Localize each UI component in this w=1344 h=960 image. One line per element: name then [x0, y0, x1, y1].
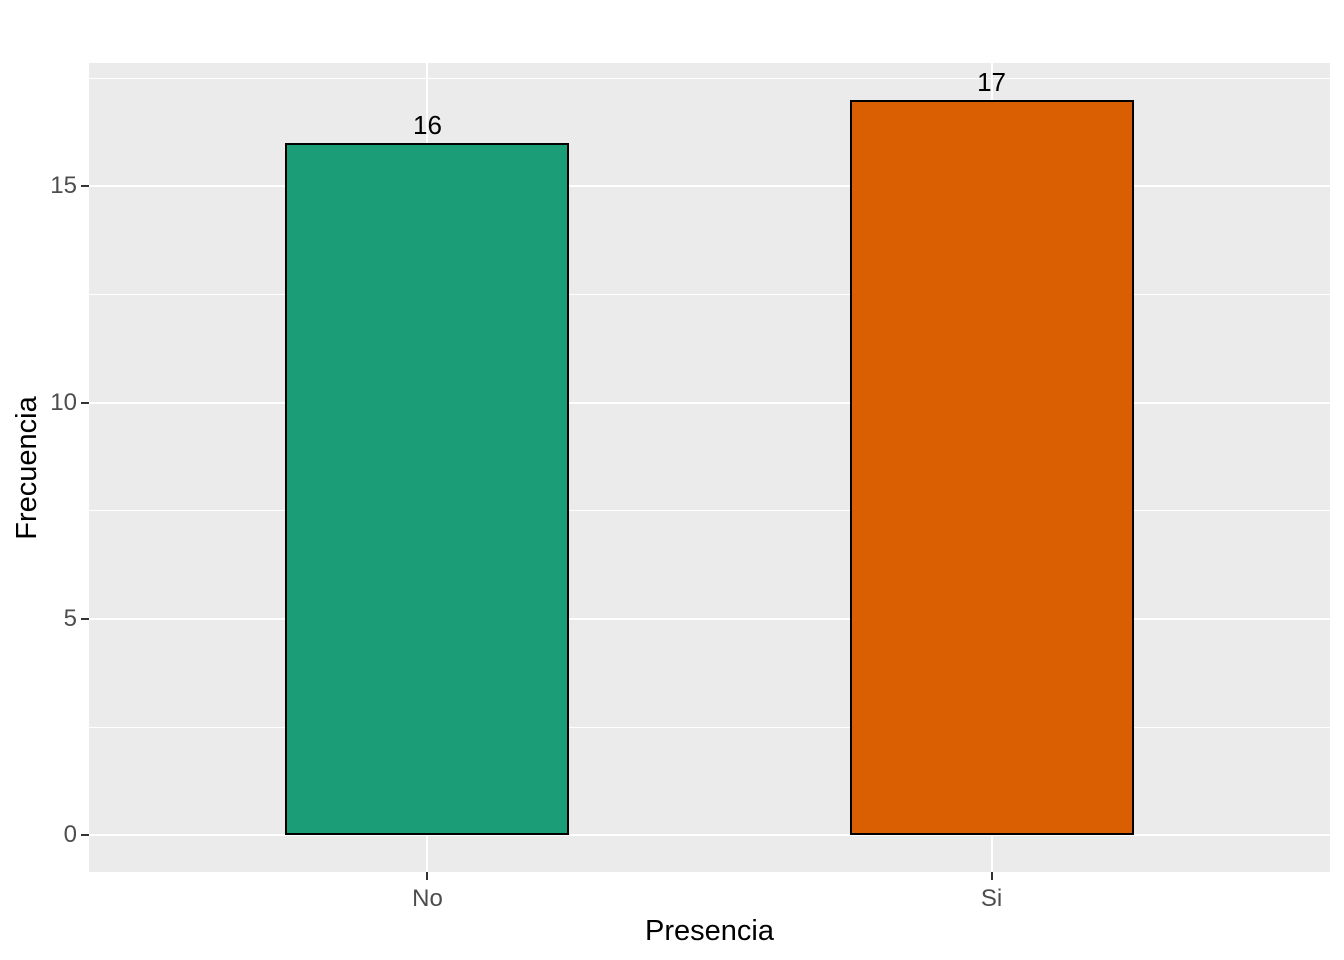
y-tick-label: 10 — [50, 388, 77, 416]
gridline-minor-y — [89, 726, 1330, 728]
gridline-minor-y — [89, 77, 1330, 79]
x-axis-title: Presencia — [645, 915, 774, 947]
x-tick-label: Si — [980, 885, 1003, 912]
gridline-major-y — [89, 834, 1330, 837]
y-tick-label: 5 — [63, 604, 77, 632]
gridline-minor-y — [89, 510, 1330, 512]
gridline-major-y — [89, 401, 1330, 404]
gridline-minor-y — [89, 293, 1330, 295]
bar-si — [849, 99, 1134, 836]
gridline-major-y — [89, 185, 1330, 188]
y-tick-mark — [81, 617, 89, 620]
x-tick-mark — [426, 872, 429, 880]
y-axis-title: Frecuencia — [11, 395, 43, 540]
y-tick-label: 0 — [63, 821, 77, 849]
bar-value-label: 17 — [977, 66, 1006, 97]
x-tick-mark — [990, 872, 993, 880]
x-tick-label: No — [412, 885, 443, 912]
y-tick-label: 15 — [50, 172, 77, 200]
y-tick-mark — [81, 834, 89, 837]
bar-no — [285, 143, 570, 836]
y-tick-mark — [81, 401, 89, 404]
bar-value-label: 16 — [412, 110, 442, 141]
gridline-major-y — [89, 617, 1330, 620]
y-tick-mark — [81, 185, 89, 188]
